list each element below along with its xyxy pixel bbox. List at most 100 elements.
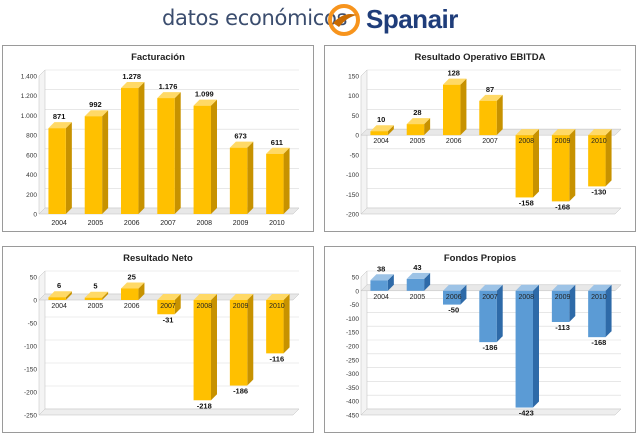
chart-title: Resultado Operativo EBITDA <box>414 52 546 63</box>
bar-side <box>102 291 109 300</box>
y-tick-label: -100 <box>346 316 359 323</box>
bar-top <box>157 92 181 99</box>
bar <box>157 98 175 214</box>
bar-side <box>460 78 467 136</box>
chart-base <box>38 408 300 416</box>
x-tick-label: 2010 <box>591 294 607 301</box>
bar-side <box>424 118 431 136</box>
data-label: -186 <box>233 387 248 396</box>
x-tick-label: 2005 <box>410 294 426 301</box>
bar <box>84 297 103 300</box>
bar-top <box>266 147 290 154</box>
bar <box>370 131 388 136</box>
y-tick-label: 200 <box>26 192 37 199</box>
bar-side <box>605 284 612 338</box>
data-label: 6 <box>57 281 61 290</box>
bar <box>48 297 66 300</box>
bar-top <box>266 294 290 300</box>
bar-side <box>138 82 145 214</box>
bar-top <box>121 282 145 289</box>
bar-side <box>174 294 181 315</box>
data-label: -218 <box>197 401 212 410</box>
data-label: -186 <box>482 343 497 352</box>
bar <box>588 135 606 187</box>
bar-side <box>496 284 503 343</box>
y-tick-label: -400 <box>346 399 359 406</box>
data-label: -168 <box>555 202 570 211</box>
chart-base <box>360 207 622 215</box>
x-tick-label: 2009 <box>233 303 249 310</box>
page-header: datos económicos Spanair <box>0 0 640 42</box>
y-tick-label: 0 <box>33 298 37 305</box>
x-tick-label: 2008 <box>196 220 212 227</box>
bar-side <box>283 147 290 214</box>
bar-side <box>102 110 109 214</box>
bar-side <box>569 129 576 202</box>
y-tick-label: -200 <box>346 212 359 219</box>
bar-top <box>515 284 539 291</box>
bar <box>370 280 388 291</box>
y-tick-label: -150 <box>24 367 37 374</box>
x-tick-label: 2006 <box>446 138 462 145</box>
chart-panel-ebitda: -200 -150 -100 -50 0 50 100 150 2004 10 2005 28 2006… <box>324 45 636 232</box>
x-tick-label: 2008 <box>518 138 534 145</box>
bar-top <box>551 129 576 136</box>
y-tick-label: -50 <box>350 152 360 159</box>
data-label: 128 <box>447 69 460 78</box>
bar-side <box>496 94 503 136</box>
x-tick-label: 2009 <box>555 294 571 301</box>
chart-wall <box>360 270 368 416</box>
bar-side <box>210 99 217 214</box>
bar-top <box>588 284 612 291</box>
bar-side <box>247 294 254 386</box>
chart-wall <box>360 69 368 215</box>
bar-top <box>406 272 431 279</box>
x-tick-label: 2007 <box>160 220 176 227</box>
y-tick-label: -100 <box>24 344 37 351</box>
x-tick-label: 2005 <box>88 220 104 227</box>
bar-side <box>532 129 539 198</box>
bar <box>157 300 175 315</box>
y-tick-label: -150 <box>346 192 359 199</box>
x-tick-label: 2006 <box>124 220 140 227</box>
chart-panel-fondos-propios: -450 -400 -350 -300 -250 -200 -150 -100 -50 0 50 20… <box>324 246 636 433</box>
bar-top <box>588 129 612 136</box>
bar <box>121 88 139 214</box>
bar-side <box>138 282 145 300</box>
bar-top <box>193 294 217 300</box>
chart-panel-resultado-neto: -250 -200 -150 -100 -50 0 50 2004 6 2005 5 2006 25 20… <box>2 246 314 433</box>
bar <box>229 147 248 214</box>
x-tick-label: 2004 <box>373 138 389 145</box>
chart-panel-facturacion: 0 200 400 600 800 1.000 1.200 1.400 2004 871 2005 9… <box>2 45 314 232</box>
bar-side <box>569 284 576 322</box>
bar-top <box>406 118 431 125</box>
bar-top <box>443 78 467 85</box>
bar <box>515 290 533 408</box>
data-label: 10 <box>377 115 385 124</box>
x-tick-label: 2007 <box>482 294 498 301</box>
bar-top <box>479 94 503 101</box>
chart-svg: 0 200 400 600 800 1.000 1.200 1.400 2004 871 2005 9… <box>21 69 300 227</box>
y-tick-label: -150 <box>346 330 359 337</box>
x-tick-label: 2008 <box>196 303 212 310</box>
bar-top <box>193 99 217 106</box>
spanair-logo-icon <box>328 4 360 36</box>
bar-side <box>387 274 394 291</box>
chart-svg: -450 -400 -350 -300 -250 -200 -150 -100 -50 0 50 20… <box>346 263 622 420</box>
data-label: 38 <box>377 264 385 273</box>
bar <box>443 290 461 305</box>
bar-side <box>424 272 431 291</box>
data-label: 5 <box>93 282 97 291</box>
y-tick-label: 0 <box>355 133 359 140</box>
bar-top <box>229 141 254 148</box>
bar-side <box>65 291 72 300</box>
x-tick-label: 2010 <box>269 303 285 310</box>
chart-svg: -250 -200 -150 -100 -50 0 50 2004 6 2005 5 2006 25 20… <box>24 270 300 420</box>
bar <box>229 300 248 386</box>
chart-svg: -200 -150 -100 -50 0 50 100 150 2004 10 2005 28 2006… <box>346 69 622 219</box>
chart-title: Resultado Neto <box>123 253 193 264</box>
bar-side <box>210 294 217 401</box>
x-tick-label: 2007 <box>482 138 498 145</box>
bar <box>515 135 533 198</box>
y-tick-label: 50 <box>30 275 38 282</box>
